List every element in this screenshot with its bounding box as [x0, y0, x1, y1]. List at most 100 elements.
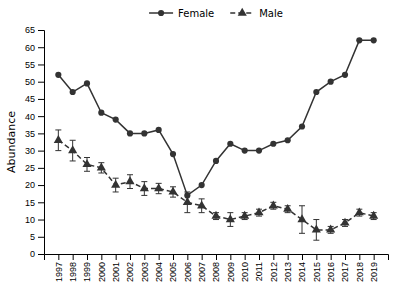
- y-tick-mark: [38, 202, 44, 203]
- series-marker: [154, 183, 163, 191]
- x-tick-label: 2014: [297, 262, 307, 282]
- x-tick-mark: [130, 254, 131, 260]
- y-tick-mark: [38, 64, 44, 65]
- y-tick-mark: [38, 254, 44, 255]
- x-tick-label: 2005: [168, 262, 178, 282]
- series-marker: [355, 207, 364, 215]
- series-marker: [97, 163, 106, 171]
- legend-item: Male: [230, 8, 283, 19]
- y-tick-mark: [38, 220, 44, 221]
- y-tick: 10: [25, 215, 44, 225]
- y-tick-label: 50: [25, 77, 35, 87]
- x-tick-mark: [288, 254, 289, 260]
- plot-area: [54, 37, 378, 240]
- x-tick-label: 2002: [125, 262, 135, 282]
- y-tick-label: 35: [25, 129, 35, 139]
- series-marker: [197, 200, 206, 208]
- series-marker: [242, 148, 248, 154]
- x-tick-label: 2003: [140, 262, 150, 282]
- y-tick-label: 65: [25, 25, 35, 35]
- series-marker: [269, 200, 278, 208]
- x-tick-label: 1998: [68, 262, 78, 282]
- series-marker: [342, 72, 348, 78]
- y-tick: 40: [25, 112, 44, 122]
- series-marker: [369, 211, 378, 219]
- x-tick-label: 2016: [326, 262, 336, 282]
- x-tick-mark: [245, 254, 246, 260]
- y-tick-mark: [38, 185, 44, 186]
- x-tick: 1998: [68, 254, 78, 282]
- x-tick-label: 2019: [369, 262, 379, 282]
- x-tick-mark: [116, 254, 117, 260]
- series-marker: [183, 197, 192, 205]
- x-tick-mark: [187, 254, 188, 260]
- series-marker: [283, 204, 292, 212]
- y-tick-label: 5: [30, 232, 35, 242]
- series-marker: [70, 89, 76, 95]
- y-tick-label: 20: [25, 180, 35, 190]
- y-tick-label: 10: [25, 215, 35, 225]
- series-marker: [227, 141, 233, 147]
- x-tick-label: 2018: [355, 262, 365, 282]
- x-axis: 1997 1998 1999 2000 2001 2002 2003 2004 2005 2006…: [45, 254, 389, 282]
- y-tick: 5: [30, 232, 44, 242]
- x-tick-label: 1999: [82, 262, 92, 282]
- x-tick-mark: [159, 254, 160, 260]
- series-marker: [168, 187, 177, 195]
- series-marker: [213, 158, 219, 164]
- x-tick-mark: [331, 254, 332, 260]
- x-tick-mark: [316, 254, 317, 260]
- x-tick-mark: [216, 254, 217, 260]
- series-marker: [356, 37, 362, 43]
- x-tick: 2000: [97, 254, 107, 282]
- series-marker: [199, 182, 205, 188]
- series-line: [58, 140, 373, 230]
- x-tick-label: 2004: [154, 262, 164, 282]
- x-tick-label: 2008: [211, 262, 221, 282]
- x-tick-label: 2007: [197, 262, 207, 282]
- y-tick-mark: [38, 168, 44, 169]
- x-tick-label: 2017: [340, 262, 350, 282]
- x-tick-mark: [230, 254, 231, 260]
- x-tick-mark: [144, 254, 145, 260]
- series-marker: [256, 148, 262, 154]
- y-tick-mark: [38, 133, 44, 134]
- x-tick: 2017: [340, 254, 350, 282]
- series-marker: [211, 211, 220, 219]
- legend-swatch-marker: [158, 10, 164, 16]
- x-tick: 2004: [154, 254, 164, 282]
- x-tick: 2008: [211, 254, 221, 282]
- x-tick: 2014: [297, 254, 307, 282]
- x-tick: 2011: [254, 254, 264, 281]
- chart: 1997 1998 1999 2000 2001 2002 2003 2004 2005 2006…: [0, 0, 400, 292]
- x-tick: 2009: [226, 254, 236, 282]
- series-marker: [68, 145, 77, 153]
- x-tick-label: 2001: [111, 262, 121, 282]
- x-tick: 2016: [326, 254, 336, 282]
- series-marker: [297, 214, 306, 222]
- x-tick-label: 2010: [240, 262, 250, 282]
- y-axis-line: [38, 31, 45, 255]
- series-marker: [125, 176, 134, 184]
- series-marker: [313, 89, 319, 95]
- x-tick: 2012: [269, 254, 279, 282]
- x-tick-label: 2015: [312, 262, 322, 282]
- x-tick-label: 1997: [54, 262, 64, 282]
- x-tick-mark: [374, 254, 375, 260]
- x-axis-line: [45, 255, 389, 261]
- series-marker: [141, 130, 147, 136]
- series-marker: [54, 135, 63, 143]
- y-tick: 25: [25, 163, 44, 173]
- y-tick-label: 60: [25, 43, 35, 53]
- series-marker: [170, 151, 176, 157]
- y-tick-label: 40: [25, 112, 35, 122]
- x-tick-label: 2012: [269, 262, 279, 282]
- series-marker: [226, 214, 235, 222]
- x-tick: 2006: [183, 254, 193, 282]
- legend-label: Male: [259, 8, 283, 19]
- series-marker: [312, 225, 321, 233]
- series-marker: [156, 127, 162, 133]
- x-tick-label: 2013: [283, 262, 293, 282]
- series-marker: [111, 180, 120, 188]
- y-tick: 20: [25, 180, 44, 190]
